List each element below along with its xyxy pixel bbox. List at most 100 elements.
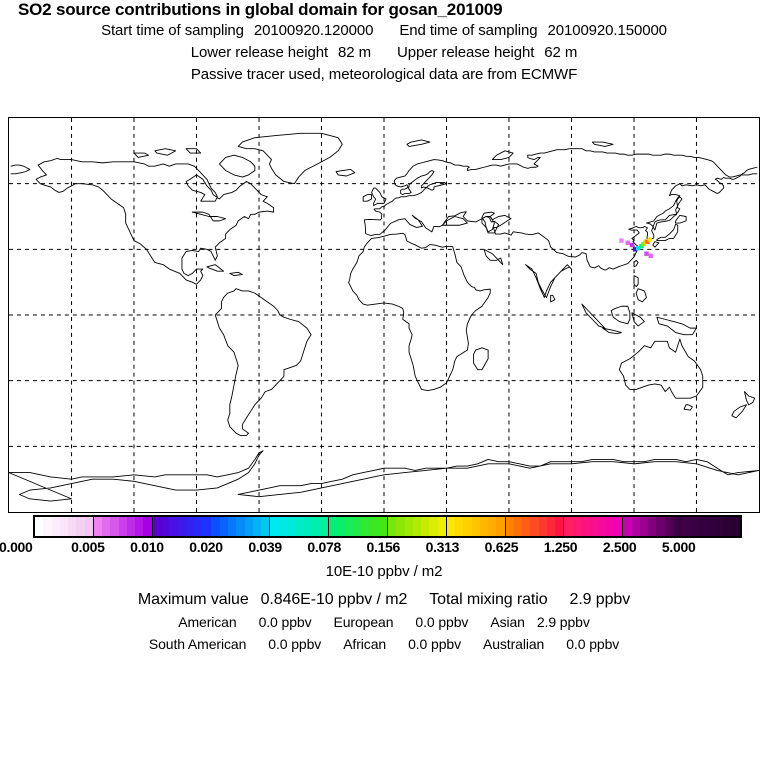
colorbar-step — [471, 517, 480, 536]
colorbar-step — [496, 517, 505, 536]
colorbar-step — [589, 517, 598, 536]
colorbar-step — [311, 517, 320, 536]
colorbar-step — [446, 517, 456, 536]
coastline-path-8 — [743, 391, 756, 406]
colorbar-step — [370, 517, 379, 536]
colorbar-step — [261, 517, 270, 536]
stats-row-regions-1: American 0.0 ppbv European 0.0 ppbv Asian 2.9… — [0, 611, 768, 633]
plume-cell-10 — [644, 251, 649, 256]
coastline-path-38 — [441, 216, 468, 226]
tracer-meteorology-note: Passive tracer used, meteorological data… — [190, 66, 578, 83]
region-south-american-value: 0.0 ppbv — [268, 636, 322, 652]
colorbar-step — [160, 517, 170, 536]
colorbar-step — [479, 517, 489, 536]
colorbar-step — [572, 517, 581, 536]
colorbar-step — [614, 517, 623, 536]
colorbar-step — [278, 517, 287, 536]
colorbar-step — [731, 517, 740, 536]
colorbar-step — [522, 517, 531, 536]
colorbar-tick-9: 1.250 — [543, 539, 578, 555]
colorbar-segment-4 — [270, 517, 330, 536]
colorbar-tick-2: 0.010 — [130, 539, 164, 555]
colorbar-step — [270, 517, 279, 536]
colorbar-step — [51, 517, 60, 536]
colorbar-step — [656, 517, 665, 536]
colorbar-step — [421, 517, 430, 536]
coastline-path-27 — [9, 450, 264, 502]
colorbar-step — [193, 517, 203, 536]
colorbar-step — [404, 517, 413, 536]
graticule-gridlines — [9, 118, 759, 512]
colorbar-step — [530, 517, 539, 536]
coastline-path-22 — [362, 194, 372, 202]
statistics-block: Maximum value 0.846E-10 ppbv / m2 Total mi… — [0, 589, 768, 655]
lower-release-height-label: Lower release height — [190, 44, 329, 61]
maximum-value-label: Maximum value — [137, 591, 249, 608]
coastline-path-33 — [633, 275, 639, 287]
colorbar-step — [555, 517, 564, 536]
colorbar-step — [505, 517, 514, 536]
colorbar-step — [396, 517, 405, 536]
colorbar-step — [68, 517, 77, 536]
colorbar-segment-5 — [329, 517, 388, 536]
coastline-path-5 — [214, 288, 312, 436]
start-time-value: 20100920.120000 — [253, 22, 374, 39]
coastline-path-32 — [133, 152, 150, 158]
coastline-path-12 — [581, 303, 606, 329]
coastline-path-24 — [206, 264, 225, 272]
colorbar-step — [597, 517, 606, 536]
colorbar-step — [110, 517, 119, 536]
colorbar-tick-8: 0.625 — [484, 539, 519, 555]
colorbar-segment-6 — [387, 517, 447, 536]
colorbar-segment-3 — [211, 517, 271, 536]
map-canvas — [9, 118, 759, 512]
coastline-path-2 — [35, 158, 275, 285]
colorbar-step — [286, 517, 296, 536]
coastline-path-9 — [731, 404, 747, 419]
coastline-path-36 — [483, 248, 504, 266]
plume-cell-11 — [648, 253, 653, 259]
header-block: SO2 source contributions in global domai… — [0, 0, 768, 86]
end-time-value: 20100920.150000 — [547, 22, 667, 39]
colorbar-step — [244, 517, 253, 536]
colorbar-step — [429, 517, 438, 536]
colorbar-tick-labels: 0.000 0.005 0.010 0.020 0.039 0.078 0.156 0.313… — [0, 538, 768, 558]
total-mixing-ratio-label: Total mixing ratio — [429, 591, 548, 608]
colorbar-tick-0: 0.000 — [0, 539, 33, 555]
colorbar-step — [126, 517, 136, 536]
coastline-path-30 — [185, 148, 202, 154]
upper-release-height-value: 62 m — [544, 44, 578, 61]
coastline-path-34 — [635, 288, 647, 303]
region-asian-label: Asian — [490, 614, 525, 630]
colorbar-tick-11: 5.000 — [661, 539, 696, 555]
plume-cell-0 — [632, 247, 638, 252]
colorbar-step — [546, 517, 556, 536]
colorbar-step — [143, 517, 152, 536]
colorbar-step — [353, 517, 363, 536]
colorbar-step — [102, 517, 111, 536]
region-american-value: 0.0 ppbv — [258, 614, 312, 630]
region-south-american-label: South American — [148, 636, 247, 652]
colorbar-segment-1 — [93, 517, 153, 536]
coastline-path-14 — [631, 312, 645, 327]
region-african-value: 0.0 ppbv — [408, 636, 461, 652]
colorbar-step — [631, 517, 640, 536]
maximum-value: 0.846E-10 ppbv / m2 — [260, 591, 408, 608]
region-asian-value: 2.9 ppbv — [536, 614, 590, 630]
colorbar-step — [682, 517, 691, 536]
start-time-label: Start time of sampling — [101, 22, 244, 39]
colorbar-block: 0.000 0.005 0.010 0.020 0.039 0.078 0.156 0.313… — [0, 513, 768, 565]
coastline-path-3 — [218, 154, 256, 178]
colorbar-step — [118, 517, 127, 536]
colorbar-gradient — [33, 515, 742, 538]
coastline-path-28 — [237, 459, 759, 498]
coastline-path-23 — [335, 168, 356, 177]
region-australian-value: 0.0 ppbv — [566, 636, 620, 652]
colorbar-step — [59, 517, 69, 536]
coastline-path-13 — [602, 327, 622, 335]
colorbar-segment-10 — [623, 517, 683, 536]
coastline-path-18 — [633, 259, 639, 268]
colorbar-step — [723, 517, 732, 536]
colorbar-segment-8 — [505, 517, 565, 536]
plume-cell-1 — [635, 246, 641, 251]
